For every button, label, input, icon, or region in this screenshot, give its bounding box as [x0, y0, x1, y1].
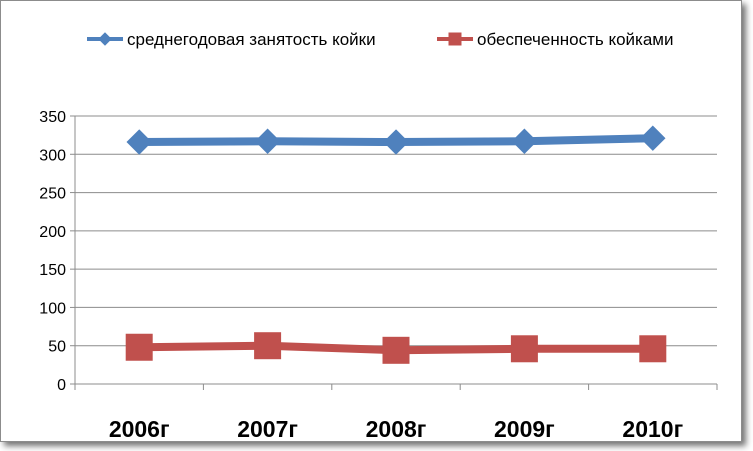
y-tick-label: 350	[39, 109, 66, 126]
y-tick-labels: 0 50 100 150 200 250 300 350	[39, 109, 66, 394]
y-tick-label: 100	[39, 300, 66, 317]
x-tick-label: 2009г	[494, 416, 555, 442]
data-point-marker	[125, 333, 153, 361]
x-tick-label: 2008г	[366, 416, 427, 442]
data-point-marker	[126, 129, 152, 155]
data-point-marker	[639, 335, 667, 363]
legend-label: обеспеченность койками	[477, 30, 674, 49]
data-point-marker	[382, 336, 410, 364]
data-point-marker	[254, 332, 282, 360]
legend-item-1: среднегодовая занятость койки	[87, 30, 376, 49]
x-tick-label: 2006г	[109, 416, 170, 442]
data-point-marker	[511, 128, 538, 154]
chart-frame	[0, 0, 742, 442]
legend-label: среднегодовая занятость койки	[127, 30, 376, 49]
axes	[70, 115, 718, 390]
series-group	[125, 125, 667, 364]
y-tick-label: 300	[39, 147, 66, 164]
data-point-marker	[448, 32, 462, 46]
data-point-marker	[640, 125, 666, 151]
legend: среднегодовая занятость койки обеспеченно…	[87, 30, 674, 49]
y-tick-label: 150	[39, 262, 66, 279]
x-tick-labels: 2006г 2007г 2008г 2009г 2010г	[109, 416, 683, 442]
data-point-marker	[510, 335, 538, 363]
x-tick-label: 2010г	[622, 416, 683, 442]
data-point-marker	[383, 129, 409, 155]
series-2	[125, 332, 667, 364]
y-tick-label: 250	[39, 186, 66, 203]
data-point-marker	[98, 32, 112, 46]
x-tick-label: 2007г	[237, 416, 298, 442]
legend-item-2: обеспеченность койками	[437, 30, 674, 49]
y-tick-label: 0	[57, 377, 66, 394]
data-point-marker	[254, 128, 281, 154]
series-1	[126, 125, 666, 155]
y-tick-label: 200	[39, 224, 66, 241]
y-tick-label: 50	[48, 339, 66, 356]
